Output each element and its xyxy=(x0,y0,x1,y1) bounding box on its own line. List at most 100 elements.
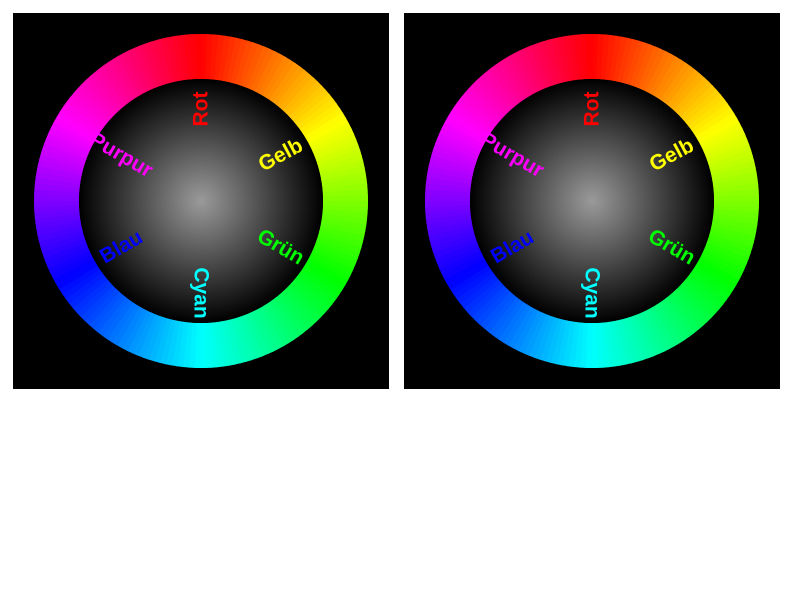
hue-segment xyxy=(73,87,112,123)
hue-segment xyxy=(195,34,203,80)
hue-segment xyxy=(68,275,108,309)
hue-segment xyxy=(538,316,559,362)
hue-segment xyxy=(122,50,149,94)
hue-segment xyxy=(308,254,352,281)
hue-segment xyxy=(568,34,581,81)
hue-segment xyxy=(306,117,350,145)
hue-segment xyxy=(489,64,522,105)
hue-ring xyxy=(34,34,368,368)
hue-segment xyxy=(513,50,540,94)
hue-segment xyxy=(69,92,109,126)
hue-segment xyxy=(304,112,347,142)
hue-segment xyxy=(315,143,361,165)
hue-segment xyxy=(262,56,291,99)
hue-segment xyxy=(111,303,140,346)
hue-segment xyxy=(47,249,92,275)
hue-segment xyxy=(464,87,503,123)
hue-segment xyxy=(296,272,337,306)
hue-segment xyxy=(59,106,101,137)
hue-segment xyxy=(701,250,745,276)
hue-segment xyxy=(706,238,751,260)
hue-segment xyxy=(640,310,666,355)
hue-segment xyxy=(285,80,323,118)
hue-segment xyxy=(64,271,105,304)
hue-segment xyxy=(684,276,724,310)
hue-segment xyxy=(711,166,757,182)
hue-segment xyxy=(707,234,753,255)
hue-segment xyxy=(275,294,309,334)
hue-segment xyxy=(234,40,255,86)
hue-segment xyxy=(121,308,148,352)
hue-segment xyxy=(62,101,104,133)
hue-segment xyxy=(508,52,536,96)
hue-segment xyxy=(310,250,354,276)
hue-segment xyxy=(290,279,329,315)
hue-segment xyxy=(452,268,494,300)
hue-segment xyxy=(258,53,287,96)
color-wheel-left: Rot Gelb Grün Cyan Blau Purpur xyxy=(34,34,368,368)
hue-segment xyxy=(435,136,480,160)
hue-segment xyxy=(320,166,366,182)
hue-segment xyxy=(293,276,333,310)
hue-segment xyxy=(434,241,479,264)
hue-segment xyxy=(106,301,137,343)
hue-segment xyxy=(438,249,483,275)
hue-segment xyxy=(153,317,172,364)
hue-segment xyxy=(138,43,161,88)
hue-segment xyxy=(318,154,364,173)
center-glow xyxy=(79,79,323,323)
hue-segment xyxy=(282,76,319,115)
hue-segment xyxy=(692,265,734,296)
hue-segment xyxy=(92,293,126,333)
hue-segment xyxy=(703,133,748,157)
hue-segment xyxy=(61,268,103,300)
hue-segment xyxy=(37,225,83,242)
hue-segment xyxy=(42,142,87,164)
hue-segment xyxy=(466,281,505,318)
hue-segment xyxy=(303,262,346,291)
hue-segment xyxy=(621,38,640,85)
hue-segment xyxy=(527,313,551,358)
label-cyan: Cyan xyxy=(581,267,604,318)
hue-segment xyxy=(689,269,731,301)
hue-segment xyxy=(624,317,644,363)
hue-segment xyxy=(428,225,474,242)
hue-segment xyxy=(56,111,99,140)
hue-segment xyxy=(478,290,514,329)
hue-segment xyxy=(313,242,358,266)
hue-segment xyxy=(518,47,544,92)
hue-segment xyxy=(34,212,81,225)
hue-segment xyxy=(704,242,749,266)
hue-segment xyxy=(291,89,331,124)
hue-segment xyxy=(512,308,539,352)
hue-segment xyxy=(199,322,207,368)
hue-segment xyxy=(607,321,621,367)
hue-segment xyxy=(50,253,94,280)
hue-segment xyxy=(697,258,740,287)
hue-segment xyxy=(524,45,548,90)
hue-segment xyxy=(254,50,281,94)
hue-segment xyxy=(41,237,87,259)
hue-segment xyxy=(471,79,509,117)
hue-segment xyxy=(439,126,483,152)
hue-segment xyxy=(212,321,225,368)
hue-segment xyxy=(620,318,639,364)
hue-segment xyxy=(260,304,290,347)
hue-segment xyxy=(710,160,756,177)
hue-segment xyxy=(682,89,722,124)
hue-segment xyxy=(699,122,743,149)
hue-segment xyxy=(136,313,160,358)
hue-segment xyxy=(430,233,476,253)
hue-segment xyxy=(126,310,152,354)
hue-segment xyxy=(101,298,133,340)
hue-segment xyxy=(315,238,360,260)
hue-segment xyxy=(306,258,349,287)
hue-segment xyxy=(50,121,94,148)
hue-segment xyxy=(312,133,357,157)
hue-segment xyxy=(712,172,758,186)
hue-segment xyxy=(533,315,555,360)
hue-segment xyxy=(229,318,248,364)
hue-segment xyxy=(314,138,359,161)
hue-segment xyxy=(644,308,671,352)
hue-segment xyxy=(321,177,368,190)
